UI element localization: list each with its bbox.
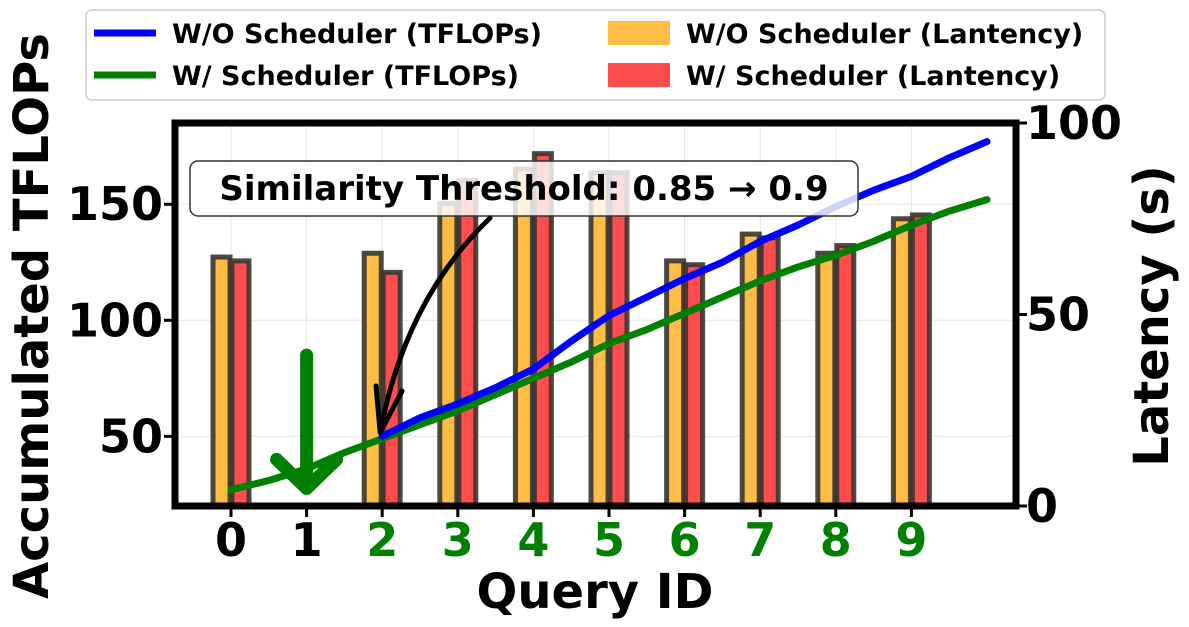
bars (210, 151, 932, 506)
legend-swatch-bar (608, 21, 670, 45)
x-tick-label: 9 (895, 513, 927, 567)
legend-label: W/O Scheduler (TFLOPs) (172, 19, 542, 50)
annotation-box (189, 160, 859, 217)
green-down-arrow-head (270, 452, 344, 495)
x-tick-label: 4 (517, 513, 549, 567)
y-left-tick-label: 150 (67, 177, 163, 231)
legend-swatch-bar (608, 63, 670, 87)
bar-wo-scheduler (739, 231, 762, 506)
bar-wo-scheduler (815, 250, 838, 506)
y-right-axis-label: Latency (s) (1124, 165, 1180, 467)
legend-label: W/O Scheduler (Lantency) (686, 19, 1083, 50)
bar-wo-scheduler (664, 258, 687, 506)
bar-wo-scheduler (210, 254, 233, 506)
x-tick-label: 1 (291, 513, 323, 567)
legend-frame (85, 9, 1106, 101)
annotation-text: Similarity Threshold: 0.85 → 0.9 (219, 169, 828, 209)
bar-w-scheduler (456, 177, 479, 506)
x-tick-label: 8 (820, 513, 852, 567)
y-right-tick-label: 100 (1026, 96, 1122, 150)
bar-wo-scheduler (588, 170, 611, 506)
annotation-arrow (377, 215, 493, 435)
annotation-arrow-head (373, 383, 405, 435)
bar-wo-scheduler (512, 166, 535, 506)
bar-w-scheduler (683, 262, 706, 506)
x-tick-label: 0 (215, 513, 247, 567)
x-tick-label: 7 (744, 513, 776, 567)
y-right-tick-label: 0 (1026, 479, 1058, 533)
x-axis-label: Query ID (477, 564, 714, 620)
y-right-tick-label: 50 (1026, 288, 1090, 342)
y-right-axis-ticks: 0 50 100 (1019, 96, 1122, 533)
bar-w-scheduler (909, 212, 932, 506)
y-left-tick-label: 50 (99, 409, 163, 463)
bar-wo-scheduler (890, 216, 913, 506)
legend-label: W/ Scheduler (Lantency) (686, 61, 1060, 92)
plot-frame (171, 119, 1020, 510)
y-left-tick-label: 100 (67, 293, 163, 347)
line-series-w-scheduler (227, 196, 991, 494)
x-tick-label: 2 (366, 513, 398, 567)
x-tick-label: 3 (442, 513, 474, 567)
bar-w-scheduler (834, 243, 857, 506)
y-left-axis-ticks: 50 100 150 (67, 177, 172, 463)
legend: W/O Scheduler (TFLOPs) W/ Scheduler (TFLO… (85, 9, 1106, 101)
plot-area: Similarity Threshold: 0.85 → 0.9 (171, 119, 1020, 510)
bar-wo-scheduler (437, 200, 460, 506)
bar-wo-scheduler (361, 250, 384, 506)
bar-w-scheduler (229, 258, 252, 506)
x-tick-label: 6 (669, 513, 701, 567)
legend-label: W/ Scheduler (TFLOPs) (172, 61, 519, 92)
x-tick-label: 5 (593, 513, 625, 567)
lines (227, 138, 991, 494)
line-series-wo-scheduler (378, 138, 991, 440)
annotations: Similarity Threshold: 0.85 → 0.9 (189, 160, 859, 495)
y-left-axis-label: Accumulated TFLOPs (4, 33, 60, 599)
